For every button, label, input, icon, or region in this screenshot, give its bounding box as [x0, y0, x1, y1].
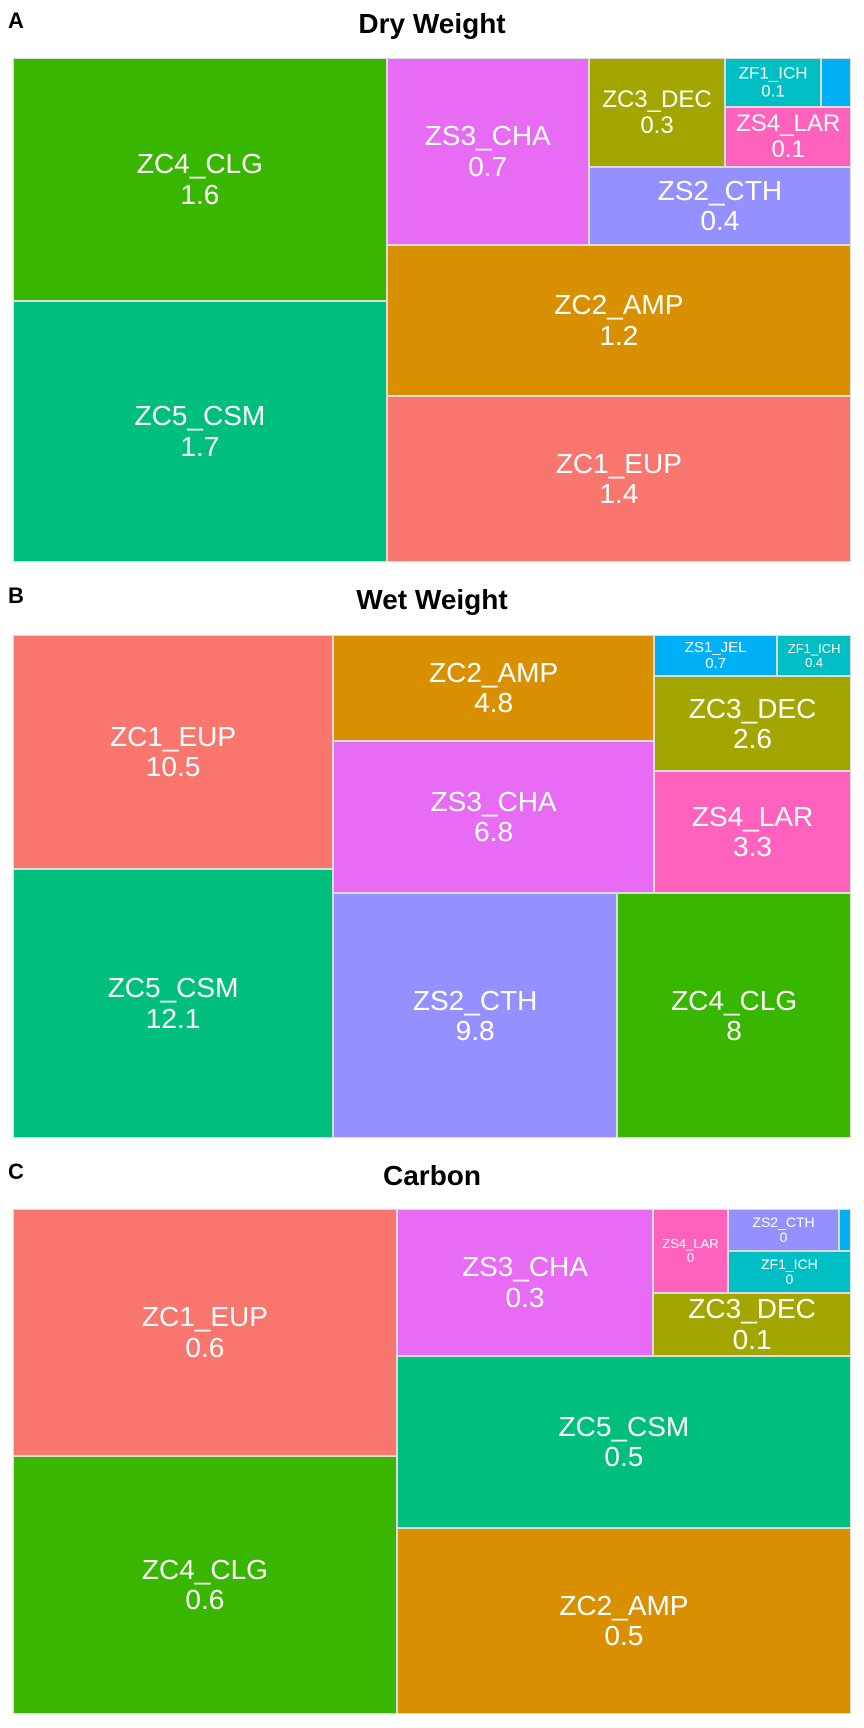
tile-label: ZC3_DEC	[688, 1293, 816, 1325]
treemap-tile: ZF1_ICH 0.1	[725, 58, 821, 108]
treemap-plot: ZC1_EUP 0.6 ZC4_CLG 0.6 ZC5_CSM 0.5 ZC2_AMP 0.5…	[13, 1209, 851, 1714]
tile-value: 0.6	[185, 1583, 225, 1615]
panel-b: B Wet Weight ZC5_CSM 12.1 ZC1_EUP 10.5 ZS2_C…	[0, 575, 864, 1150]
tile-label: ZS1_JEL	[684, 638, 747, 656]
treemap-tile: ZC5_CSM 12.1	[13, 868, 334, 1138]
treemap-tile: ZC2_AMP 1.2	[386, 244, 851, 396]
tile-label: ZC4_CLG	[671, 984, 798, 1016]
tile-label: ZF1_ICH	[787, 640, 841, 656]
tile-value: 2.6	[733, 722, 772, 754]
treemap-plot: ZC5_CSM 1.7 ZC4_CLG 1.6 ZC1_EUP 1.4 ZC2_AMP 1.2…	[13, 58, 851, 562]
tile-value: 0.4	[700, 205, 740, 237]
tile-value: 9.8	[455, 1014, 495, 1046]
tile-value: 1.4	[599, 477, 639, 509]
treemap-tile: ZC4_CLG 8	[617, 893, 851, 1138]
treemap-tile: ZC4_CLG 1.6	[13, 58, 387, 301]
treemap-tile: ZF1_ICH 0	[727, 1250, 851, 1293]
tile-label: ZS2_CTH	[412, 984, 538, 1016]
tile-label: ZS4_LAR	[736, 110, 841, 138]
tile-label: ZC5_CSM	[107, 972, 239, 1004]
tile-value: 4.8	[474, 687, 514, 719]
tile-value: 1.6	[180, 178, 220, 210]
treemap-tile: ZC5_CSM 0.5	[396, 1355, 851, 1529]
tile-value: 10.5	[145, 750, 201, 782]
tile-value: 0.1	[761, 81, 785, 101]
tile-value: 6.8	[474, 816, 514, 848]
tile-label: ZS4_LAR	[691, 800, 814, 832]
treemap-tile: ZS4_LAR 3.3	[654, 770, 851, 894]
tile-value: 0.3	[640, 111, 674, 139]
tile-label: ZC1_EUP	[555, 447, 682, 479]
treemap-tile: ZS3_CHA 0.3	[396, 1209, 654, 1356]
tile-label: ZC4_CLG	[136, 148, 263, 180]
panel-a: A Dry Weight ZC5_CSM 1.7 ZC4_CLG 1.6 ZC1_EUP…	[0, 0, 864, 562]
tile-value: 0.7	[468, 150, 508, 182]
tile-value: 0.7	[705, 654, 727, 672]
treemap-tile: ZS2_CTH 9.8	[333, 893, 618, 1138]
tile-label: ZC5_CSM	[558, 1410, 690, 1442]
tile-label: ZC1_EUP	[110, 720, 237, 752]
tile-label: ZS3_CHA	[424, 120, 551, 152]
tile-value: 0.1	[732, 1323, 772, 1355]
tile-value: 12.1	[145, 1002, 201, 1034]
tile-value: 0.6	[185, 1331, 225, 1363]
tile-label: ZC5_CSM	[134, 400, 266, 432]
panel-c: C Carbon ZC1_EUP 0.6 ZC4_CLG 0.6 ZC5_CSM 0.5 Z…	[0, 1151, 864, 1728]
treemap-tile: ZF1_ICH 0.4	[777, 635, 851, 677]
treemap-tile: ZS3_CHA 6.8	[333, 741, 655, 894]
tile-value: 0	[779, 1228, 788, 1245]
treemap-tile: ZC1_EUP 1.4	[386, 395, 851, 562]
tile-label: ZF1_ICH	[738, 63, 808, 83]
panel-letter: B	[8, 583, 24, 608]
tile-label: ZS3_CHA	[461, 1251, 589, 1283]
tile-label: ZC3_DEC	[688, 692, 817, 724]
treemap-tile: ZC2_AMP 0.5	[396, 1528, 851, 1714]
tile-label: ZF1_ICH	[761, 1255, 818, 1272]
treemap-tile: ZC3_DEC 0.3	[588, 58, 726, 168]
tile-value: 0.3	[505, 1281, 545, 1313]
tile-value: 0.5	[604, 1441, 644, 1473]
tile-label: ZC1_EUP	[141, 1301, 268, 1333]
treemap-tile: ZS2_CTH 0	[727, 1209, 840, 1251]
treemap-tile: ZS4_LAR 0	[653, 1209, 728, 1293]
treemap-tile: ZS3_CHA 0.7	[386, 58, 589, 245]
tile-label: ZS4_LAR	[662, 1235, 719, 1251]
tile-label: ZS2_CTH	[752, 1213, 815, 1230]
tile-value: 0	[785, 1270, 794, 1287]
tile-label: ZC2_AMP	[559, 1589, 689, 1621]
treemap-tile	[820, 58, 851, 108]
tile-value: 1.7	[180, 430, 220, 462]
chart-title: Wet Weight	[356, 584, 508, 615]
chart-title: Dry Weight	[358, 8, 506, 39]
tile-value: 0.5	[604, 1620, 644, 1652]
treemap-tile: ZC5_CSM 1.7	[13, 300, 387, 562]
tile-label: ZC3_DEC	[602, 85, 712, 113]
chart-title: Carbon	[383, 1160, 481, 1191]
tile-label: ZS2_CTH	[657, 174, 783, 206]
treemap-tile: ZC1_EUP 0.6	[13, 1209, 397, 1456]
tile-value: 0	[686, 1249, 695, 1265]
treemap-tile: ZC3_DEC 2.6	[654, 676, 851, 771]
treemap-tile: ZS1_JEL 0.7	[654, 635, 778, 677]
tile-label: ZC2_AMP	[554, 289, 684, 321]
tile-value: 0.4	[805, 654, 824, 670]
treemap-tile: ZC2_AMP 4.8	[333, 635, 655, 742]
tile-value: 3.3	[733, 830, 772, 862]
treemap-tile: ZC3_DEC 0.1	[653, 1292, 851, 1356]
tile-label: ZC2_AMP	[429, 656, 559, 688]
panel-letter: C	[8, 1159, 24, 1184]
treemap-tile: ZS2_CTH 0.4	[588, 167, 851, 245]
treemap-plot: ZC5_CSM 12.1 ZC1_EUP 10.5 ZS2_CTH 9.8 ZC4_CLG 8…	[13, 635, 851, 1138]
tile-value: 8	[726, 1014, 742, 1046]
tile-label: ZS3_CHA	[430, 785, 557, 817]
treemap-tile: ZS4_LAR 0.1	[725, 107, 851, 168]
treemap-tile	[839, 1209, 851, 1251]
treemap-tile: ZC1_EUP 10.5	[13, 635, 334, 869]
tile-label: ZC4_CLG	[141, 1553, 268, 1585]
treemap-tile: ZC4_CLG 0.6	[13, 1455, 397, 1714]
tile-value: 0.1	[771, 136, 805, 164]
panel-letter: A	[8, 8, 24, 33]
tile-value: 1.2	[599, 319, 639, 351]
